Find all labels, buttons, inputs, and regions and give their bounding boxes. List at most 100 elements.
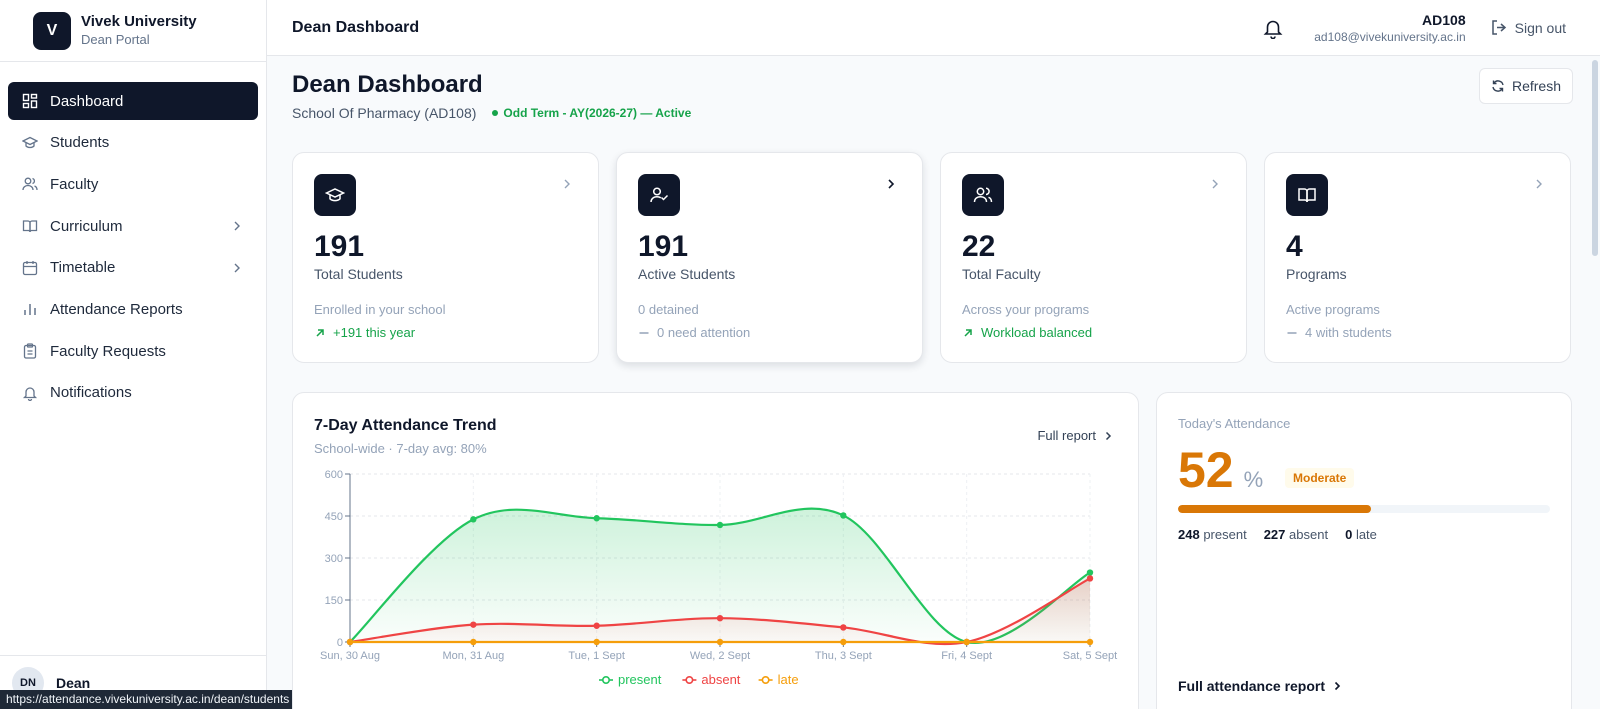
term-label: Odd Term - AY(2026-27) — Active	[503, 106, 692, 120]
dashboard-icon	[22, 93, 38, 109]
data-point-late	[840, 638, 847, 646]
sidebar-item-label: Notifications	[50, 384, 132, 402]
stat-label: Total Faculty	[962, 266, 1041, 282]
attendance-trend-chart: 0 150 300 450 600 Sun, 30 Aug Mon, 31 Aug Tue, …	[320, 469, 1117, 687]
stat-label: Programs	[1286, 266, 1347, 282]
present-count: 248	[1178, 527, 1200, 542]
minus-icon	[1287, 331, 1297, 334]
attendance-counts: 248 present 227 absent 0 late	[1178, 527, 1377, 542]
refresh-label: Refresh	[1511, 78, 1562, 94]
late-count-item: 0 late	[1345, 527, 1377, 542]
stat-trend: 4 with students	[1286, 325, 1549, 340]
topbar-title: Dean Dashboard	[292, 18, 420, 36]
sidebar-item-faculty[interactable]: Faculty	[8, 165, 258, 203]
stat-card-programs[interactable]: 4 Programs Active programs 4 with studen…	[1264, 152, 1571, 363]
legend-marker-late	[761, 675, 770, 684]
x-tick-label: Fri, 4 Sept	[941, 650, 992, 662]
user-code: AD108	[1422, 11, 1466, 28]
refresh-button[interactable]: Refresh	[1479, 68, 1573, 104]
arrow-up-right-icon	[964, 328, 972, 337]
data-point-present	[593, 515, 600, 522]
stat-cards: 191 Total Students Enrolled in your scho…	[292, 152, 1571, 363]
users-icon	[22, 176, 38, 192]
data-point-present	[840, 512, 847, 519]
full-attendance-report-label: Full attendance report	[1178, 678, 1326, 694]
data-point-absent	[840, 624, 847, 631]
status-dot-icon	[492, 110, 499, 116]
sidebar-item-students[interactable]: Students	[8, 124, 258, 162]
sidebar-item-curriculum[interactable]: Curriculum	[8, 207, 258, 245]
stat-card-total-faculty[interactable]: 22 Total Faculty Across your programs Wo…	[940, 152, 1247, 363]
x-tick-label: Tue, 1 Sept	[568, 650, 624, 662]
stat-value: 191	[314, 230, 365, 263]
series-area-present	[350, 508, 1090, 643]
scrollbar[interactable]	[1592, 60, 1598, 256]
today-attendance-label: Today's Attendance	[1178, 416, 1291, 431]
data-point-late	[716, 638, 724, 646]
chevron-right-icon	[884, 177, 898, 191]
chart-title: 7-Day Attendance Trend	[314, 417, 497, 434]
data-point-present	[1086, 569, 1094, 576]
y-tick-label: 0	[337, 637, 343, 649]
absent-count-item: 227 absent	[1264, 527, 1328, 542]
sidebar-item-label: Curriculum	[50, 217, 123, 235]
present-count-item: 248 present	[1178, 527, 1247, 542]
full-attendance-report-link[interactable]: Full attendance report	[1178, 678, 1343, 694]
y-tick-label: 300	[325, 553, 343, 565]
sidebar-item-label: Timetable	[50, 259, 116, 277]
chevron-right-icon	[1334, 681, 1341, 691]
stat-subtext: Enrolled in your school	[314, 302, 446, 317]
full-report-label: Full report	[1037, 428, 1096, 443]
sign-out-button[interactable]: Sign out	[1490, 19, 1566, 36]
book-open-icon	[1286, 174, 1328, 216]
sidebar-item-timetable[interactable]: Timetable	[8, 249, 258, 287]
sidebar-item-faculty-requests[interactable]: Faculty Requests	[8, 332, 258, 370]
data-point-late	[470, 638, 477, 646]
late-label: late	[1355, 527, 1377, 542]
stat-value: 191	[638, 230, 689, 263]
stat-card-total-students[interactable]: 191 Total Students Enrolled in your scho…	[292, 152, 599, 363]
series-area-absent	[350, 578, 1090, 645]
x-tick-label: Sun, 30 Aug	[320, 650, 380, 662]
stat-trend: 0 need attention	[638, 325, 901, 340]
page-title: Dean Dashboard	[292, 71, 483, 98]
school-info: School Of Pharmacy (AD108) Odd Term - AY…	[292, 105, 691, 121]
chevron-right-icon	[1105, 431, 1112, 440]
stat-value: 4	[1286, 230, 1303, 263]
x-tick-label: Thu, 3 Sept	[815, 650, 872, 662]
sidebar-item-label: Faculty Requests	[50, 342, 166, 360]
notification-bell-icon[interactable]	[1262, 17, 1284, 39]
status-bar-url: https://attendance.vivekuniversity.ac.in…	[0, 690, 296, 709]
absent-label: absent	[1289, 527, 1329, 542]
clipboard-icon	[22, 343, 38, 359]
data-point-absent	[593, 622, 600, 629]
present-label: present	[1203, 527, 1247, 542]
sidebar-item-notifications[interactable]: Notifications	[8, 374, 258, 412]
data-point-absent	[716, 615, 724, 622]
stat-trend: +191 this year	[314, 325, 577, 340]
attendance-percent: 52	[1178, 442, 1234, 498]
sidebar-item-dashboard[interactable]: Dashboard	[8, 82, 258, 120]
data-point-absent	[1086, 575, 1094, 582]
sidebar-item-attendance-reports[interactable]: Attendance Reports	[8, 290, 258, 328]
legend-marker-absent	[685, 675, 694, 684]
refresh-icon	[1492, 80, 1504, 92]
sign-out-icon	[1491, 20, 1506, 35]
sidebar-item-label: Students	[50, 134, 110, 152]
absent-count: 227	[1263, 527, 1286, 542]
data-point-late	[1086, 638, 1094, 646]
x-tick-label: Wed, 2 Sept	[690, 650, 750, 662]
stat-card-active-students[interactable]: 191 Active Students 0 detained 0 need at…	[616, 152, 923, 363]
sign-out-label: Sign out	[1514, 19, 1566, 36]
chart-subtitle: School-wide · 7-day avg: 80%	[314, 441, 487, 456]
school-name: School Of Pharmacy (AD108)	[292, 105, 477, 121]
full-report-link[interactable]: Full report	[1037, 428, 1114, 443]
stat-trend-label: Workload balanced	[981, 325, 1093, 340]
y-tick-label: 450	[325, 511, 343, 523]
legend-label-present: present	[618, 672, 662, 687]
calendar-icon	[22, 260, 38, 276]
sidebar-nav: Dashboard Students Faculty Curriculum	[0, 62, 266, 412]
x-tick-label: Sat, 5 Sept	[1063, 650, 1117, 662]
data-point-present	[716, 521, 724, 529]
graduation-cap-icon	[22, 135, 38, 151]
